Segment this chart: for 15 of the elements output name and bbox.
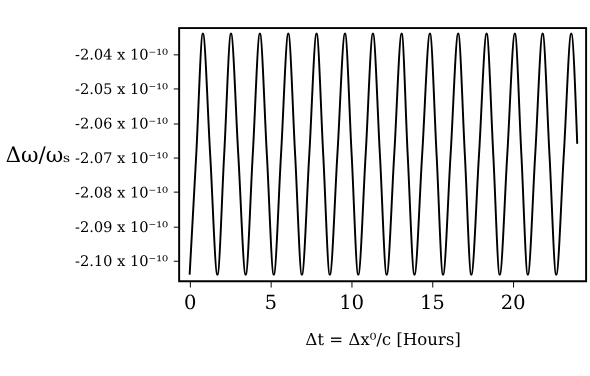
y-tick-label: -2.05 x 10⁻¹⁰ xyxy=(75,81,168,98)
y-tick-label: -2.04 x 10⁻¹⁰ xyxy=(75,46,168,64)
line-series xyxy=(188,32,578,276)
x-tick-label: 15 xyxy=(420,290,445,314)
x-axis-title: Δt = Δx⁰/c [Hours] xyxy=(305,330,461,349)
x-tick-label: 20 xyxy=(500,290,526,314)
y-tick-label: -2.07 x 10⁻¹⁰ xyxy=(75,150,168,167)
x-tick-label: 10 xyxy=(339,290,364,314)
y-tick-label: -2.06 x 10⁻¹⁰ xyxy=(75,115,168,132)
x-tick-label: 5 xyxy=(264,290,278,314)
y-tick-label: -2.10 x 10⁻¹⁰ xyxy=(75,253,168,270)
y-tick-label: -2.09 x 10⁻¹⁰ xyxy=(75,218,168,236)
y-tick-label: -2.08 x 10⁻¹⁰ xyxy=(75,184,168,202)
y-axis-title: Δω/ωₛ xyxy=(6,142,70,168)
x-tick-label: 0 xyxy=(184,290,196,314)
